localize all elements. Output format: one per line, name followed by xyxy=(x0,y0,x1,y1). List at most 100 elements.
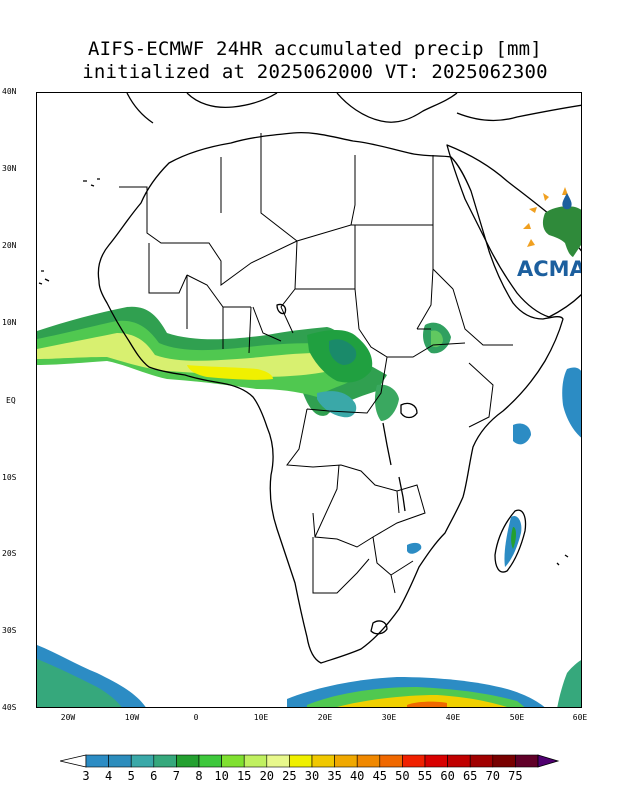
colorbar-segment xyxy=(469,754,494,768)
precip-madagascar-inner xyxy=(511,527,516,549)
map-title-line2: initialized at 2025062000 VT: 2025062300 xyxy=(82,61,548,83)
precip-south-east-corner xyxy=(557,660,581,707)
lat-label-20s: 20S xyxy=(2,549,17,558)
colorbar-segment xyxy=(402,754,426,768)
lon-label-40e: 40E xyxy=(445,713,461,722)
colorbar-tick-label: 5 xyxy=(127,769,135,783)
colorbar-segment xyxy=(130,754,155,768)
lat-label-30s: 30S xyxy=(2,626,17,635)
coastlines xyxy=(38,93,581,664)
africa-precip-map xyxy=(37,93,581,707)
colorbar-tick-label: 60 xyxy=(440,769,455,783)
lon-label-50e: 50E xyxy=(509,713,525,722)
country-borders xyxy=(119,133,513,594)
map-title-line1: AIFS-ECMWF 24HR accumulated precip [mm] xyxy=(88,38,542,60)
lat-label-eq: EQ xyxy=(6,396,16,405)
cape-verde-islands xyxy=(38,270,50,285)
lat-label-40n: 40N xyxy=(2,87,17,96)
colorbar-tick-label: 6 xyxy=(150,769,158,783)
lake-chad xyxy=(276,303,287,315)
acmad-logo-drop xyxy=(562,193,572,210)
precip-west-africa-light xyxy=(37,333,337,377)
colorbar-tick-label: 8 xyxy=(195,769,203,783)
arabia-coastline xyxy=(446,144,581,318)
colorbar-tick-label: 65 xyxy=(462,769,478,783)
colorbar-segment xyxy=(153,754,177,768)
colorbar-tick-label: 55 xyxy=(417,769,433,783)
colorbar-tick-label: 75 xyxy=(508,769,523,783)
lon-label-20e: 20E xyxy=(317,713,333,722)
lesotho-outline xyxy=(370,620,388,635)
lat-label-20n: 20N xyxy=(2,241,17,250)
colorbar-tick-label: 70 xyxy=(485,769,501,783)
colorbar-tick-label: 50 xyxy=(395,769,410,783)
colorbar-tick-label: 45 xyxy=(372,769,388,783)
precip-south-ocean-yellow xyxy=(337,695,507,707)
lake-malawi xyxy=(398,476,406,512)
colorbar-tick-label: 35 xyxy=(327,769,342,783)
mascarene-islands xyxy=(556,554,569,566)
precip-indian-ocean-patch xyxy=(513,423,531,445)
lon-label-0: 0 xyxy=(193,713,199,722)
colorbar-tick-label: 20 xyxy=(259,769,275,783)
colorbar-segment xyxy=(334,754,358,768)
precip-congo xyxy=(317,391,357,418)
lon-label-10w: 10W xyxy=(124,713,140,722)
precip-great-lakes xyxy=(374,384,399,421)
colorbar-tick-label: 25 xyxy=(282,769,297,783)
precip-west-africa-yellow xyxy=(187,365,273,380)
lon-label-10e: 10E xyxy=(253,713,269,722)
colorbar-segment xyxy=(176,754,200,768)
colorbar xyxy=(60,754,560,768)
colorbar-segment xyxy=(311,754,335,768)
colorbar-tick-label: 15 xyxy=(236,769,252,783)
colorbar-segment xyxy=(289,754,313,768)
colorbar-segment xyxy=(221,754,245,768)
colorbar-segment xyxy=(424,754,448,768)
colorbar-over-triangle xyxy=(537,754,560,768)
border-lines xyxy=(119,133,513,594)
precip-ethiopia-inner xyxy=(431,330,443,348)
precip-south-atlantic-inner xyxy=(37,659,122,707)
colorbar-segment xyxy=(198,754,222,768)
colorbar-segment xyxy=(108,754,132,768)
canary-islands xyxy=(83,178,100,187)
precip-indian-ocean-east xyxy=(562,367,581,438)
map-panel: ACMAD xyxy=(36,92,582,708)
lat-label-40s: 40S xyxy=(2,703,17,712)
acmad-logo-text: ACMAD xyxy=(517,257,581,281)
colorbar-segment xyxy=(266,754,290,768)
acmad-logo-rays xyxy=(523,187,568,247)
acmad-logo xyxy=(523,187,581,257)
colorbar-tick-label: 7 xyxy=(172,769,181,783)
madagascar-coastline xyxy=(494,509,527,573)
lon-label-20w: 20W xyxy=(60,713,76,722)
lon-label-60e: 60E xyxy=(572,713,588,722)
colorbar-segment xyxy=(515,754,539,768)
colorbar-segment xyxy=(379,754,403,768)
africa-coastline xyxy=(97,131,564,664)
precip-south-ocean-orange xyxy=(407,701,447,707)
lat-label-10s: 10S xyxy=(2,473,17,482)
precip-central-core xyxy=(329,339,357,365)
colorbar-tick-label: 4 xyxy=(104,769,113,783)
mediterranean-north xyxy=(126,93,581,124)
colorbar-segment xyxy=(85,754,109,768)
acmad-logo-africa xyxy=(542,206,581,257)
colorbar-under-triangle xyxy=(60,754,87,768)
precip-field xyxy=(37,306,581,707)
lake-tanganyika xyxy=(382,422,392,466)
precip-mozambique xyxy=(407,542,422,554)
colorbar-tick-label: 3 xyxy=(82,769,90,783)
lat-label-10n: 10N xyxy=(2,318,17,327)
colorbar-segment xyxy=(243,754,268,768)
lake-victoria xyxy=(400,402,418,419)
lon-label-30e: 30E xyxy=(381,713,397,722)
colorbar-tick-label: 30 xyxy=(304,769,320,783)
colorbar-segment xyxy=(356,754,381,768)
colorbar-segment xyxy=(492,754,516,768)
colorbar-segment xyxy=(447,754,471,768)
colorbar-tick-label: 10 xyxy=(214,769,229,783)
colorbar-tick-label: 40 xyxy=(349,769,365,783)
lat-label-30n: 30N xyxy=(2,164,17,173)
